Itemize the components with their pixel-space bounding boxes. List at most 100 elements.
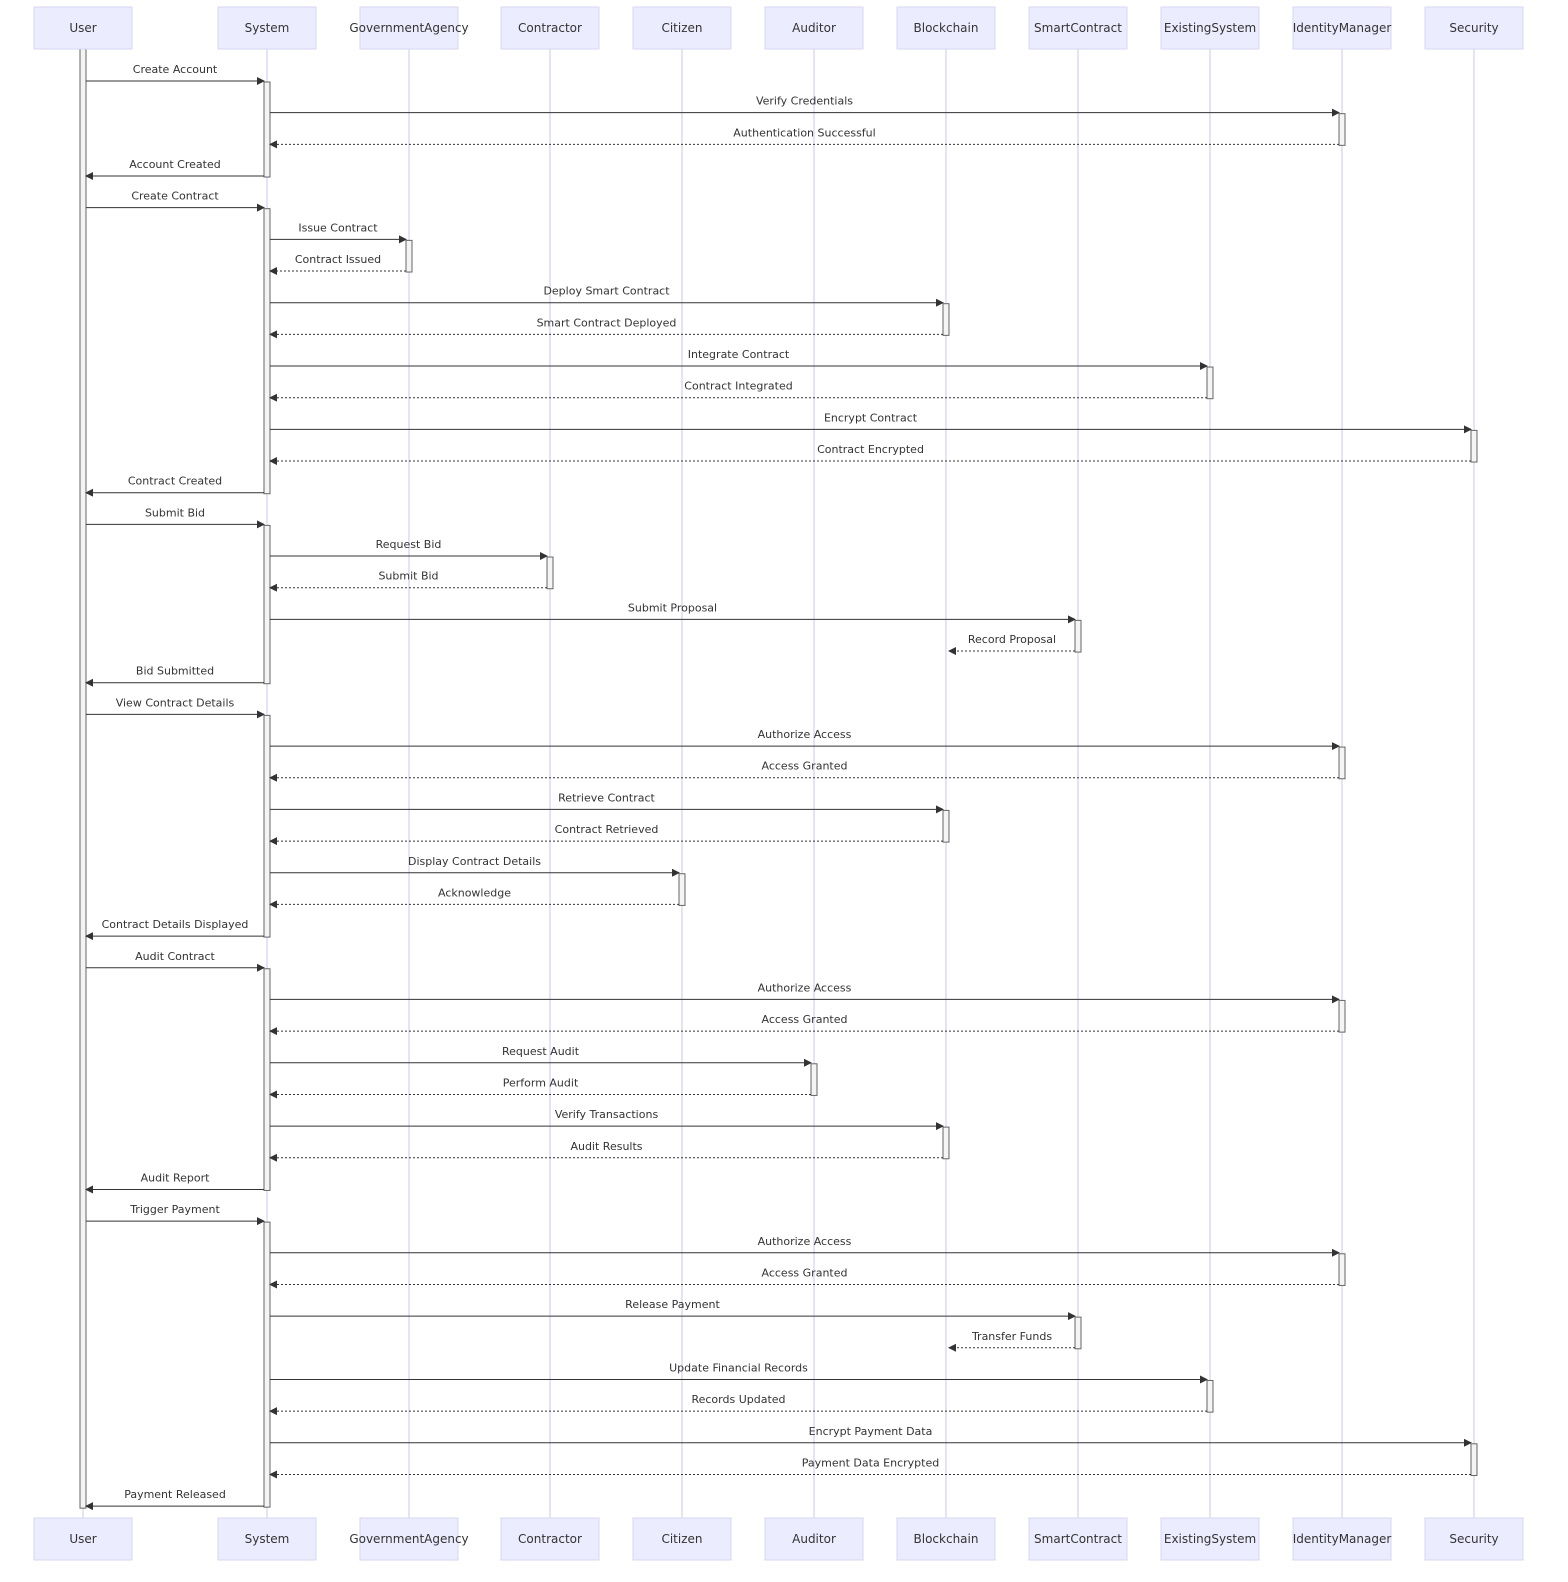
actor-bottom-contractor: Contractor	[500, 1517, 600, 1561]
message-label: Acknowledge	[438, 886, 511, 899]
message-label: Authentication Successful	[733, 126, 875, 139]
actor-label: User	[69, 1532, 96, 1546]
message-label: Retrieve Contract	[558, 791, 655, 804]
activation-bar	[1470, 1443, 1478, 1476]
message-label: Audit Report	[141, 1171, 210, 1184]
message-label: Update Financial Records	[669, 1361, 808, 1374]
actor-label: GovernmentAgency	[349, 1532, 468, 1546]
activation-bar	[1074, 1316, 1082, 1350]
actor-box	[33, 6, 133, 50]
message-label: Release Payment	[625, 1298, 720, 1311]
message-label: Submit Bid	[145, 506, 205, 519]
actor-box	[1160, 6, 1260, 50]
actor-top-citizen: Citizen	[632, 6, 732, 50]
actor-bottom-auditor: Auditor	[764, 1517, 864, 1561]
actor-label: Citizen	[661, 1532, 702, 1546]
actor-top-contractor: Contractor	[500, 6, 600, 50]
message-reply: Submit Bid	[269, 570, 547, 592]
message-call: Display Contract Details	[270, 855, 680, 877]
activation-bar	[546, 556, 554, 590]
message-reply: Contract Retrieved	[269, 823, 943, 846]
message-call: Issue Contract	[270, 221, 407, 244]
message-call: Update Financial Records	[270, 1361, 1208, 1384]
activation-bar	[1338, 746, 1346, 780]
actor-label: SmartContract	[1034, 21, 1122, 35]
message-label: Account Created	[129, 158, 220, 171]
actor-box	[896, 1517, 996, 1561]
message-label: Encrypt Payment Data	[809, 1425, 933, 1438]
message-call: Payment Released	[85, 1488, 264, 1511]
actor-top-existingsystem: ExistingSystem	[1160, 6, 1260, 50]
message-call: Create Account	[86, 63, 265, 85]
actor-box	[1424, 6, 1524, 50]
message-call: Submit Bid	[86, 506, 265, 529]
message-reply: Payment Data Encrypted	[269, 1456, 1471, 1479]
message-call: Authorize Access	[270, 981, 1340, 1004]
message-call: Integrate Contract	[270, 348, 1208, 371]
actor-bottom-citizen: Citizen	[632, 1517, 732, 1561]
actor-box	[359, 1517, 459, 1561]
actor-bottom-security: Security	[1424, 1517, 1524, 1561]
actor-bottom-identitymanager: IdentityManager	[1292, 1517, 1392, 1561]
message-label: Contract Integrated	[684, 380, 792, 393]
message-label: Audit Results	[570, 1140, 642, 1153]
actor-label: Citizen	[661, 21, 702, 35]
message-label: Records Updated	[691, 1393, 785, 1406]
actor-box	[359, 6, 459, 50]
message-label: Contract Created	[128, 475, 222, 488]
message-label: Payment Data Encrypted	[802, 1456, 939, 1469]
message-call: Contract Created	[85, 475, 264, 497]
activation-bar	[1470, 429, 1478, 463]
actor-top-auditor: Auditor	[764, 6, 864, 50]
message-reply: Record Proposal	[948, 633, 1075, 656]
activation-bar	[405, 239, 413, 273]
message-call: Create Contract	[86, 190, 265, 212]
actor-box	[217, 1517, 317, 1561]
activation-bar	[263, 524, 271, 685]
message-label: View Contract Details	[116, 696, 235, 709]
actor-bottom-blockchain: Blockchain	[896, 1517, 996, 1561]
message-call: Verify Credentials	[270, 95, 1340, 117]
message-label: Record Proposal	[968, 633, 1056, 646]
message-reply: Smart Contract Deployed	[269, 316, 943, 339]
message-label: Contract Encrypted	[817, 443, 924, 456]
message-label: Contract Issued	[295, 253, 381, 266]
actor-bottom-system: System	[217, 1517, 317, 1561]
activation-bar	[1338, 1253, 1346, 1286]
activation-bar	[263, 1221, 271, 1508]
activation-bar	[1338, 113, 1346, 146]
message-label: Submit Proposal	[628, 601, 717, 614]
message-call: Submit Proposal	[270, 601, 1076, 624]
activation-bar	[942, 303, 950, 336]
message-call: Bid Submitted	[85, 665, 264, 687]
message-label: Contract Retrieved	[555, 823, 659, 836]
actor-box	[33, 1517, 133, 1561]
actor-box	[764, 1517, 864, 1561]
actor-top-governmentagency: GovernmentAgency	[349, 6, 469, 50]
message-reply: Contract Encrypted	[269, 443, 1471, 466]
actor-label: Auditor	[792, 21, 836, 35]
message-reply: Access Granted	[269, 1266, 1339, 1289]
activation-bar	[1206, 366, 1214, 400]
actor-label: Security	[1449, 21, 1498, 35]
actor-label: IdentityManager	[1293, 21, 1392, 35]
message-call: Retrieve Contract	[270, 791, 944, 814]
message-reply: Authentication Successful	[269, 126, 1339, 149]
message-reply: Records Updated	[269, 1393, 1207, 1416]
message-label: Trigger Payment	[129, 1203, 220, 1216]
activation-bar	[1338, 999, 1346, 1033]
message-label: Display Contract Details	[408, 855, 541, 868]
actor-top-system: System	[217, 6, 317, 50]
message-label: Payment Released	[124, 1488, 226, 1501]
actor-label: Auditor	[792, 1532, 836, 1546]
activation-bar	[263, 208, 271, 495]
message-label: Access Granted	[762, 760, 848, 773]
message-call: Request Bid	[270, 538, 548, 561]
actor-label: SmartContract	[1034, 1532, 1122, 1546]
activation-bar	[678, 873, 686, 906]
message-label: Integrate Contract	[688, 348, 790, 361]
message-label: Deploy Smart Contract	[543, 285, 670, 298]
message-label: Request Bid	[376, 538, 442, 551]
activation-bar	[1206, 1379, 1214, 1413]
